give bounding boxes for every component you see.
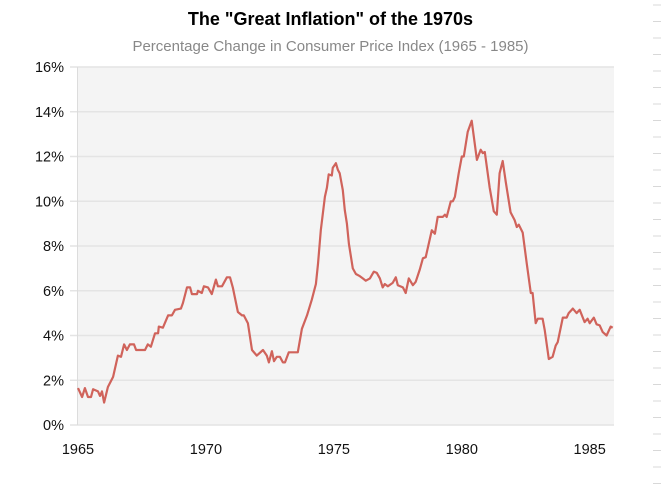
x-tick-label: 1970	[190, 442, 222, 458]
y-tick-label: 14%	[35, 105, 64, 121]
chart-title: The "Great Inflation" of the 1970s	[187, 9, 474, 29]
x-axis-ticks: 1965 1970 1975 1980 1985	[62, 442, 606, 458]
y-tick-label: 2%	[43, 373, 64, 389]
x-tick-label: 1985	[574, 442, 606, 458]
y-tick-label: 16%	[35, 60, 64, 76]
y-tick-label: 10%	[35, 194, 64, 210]
y-tick-label: 12%	[35, 150, 64, 166]
y-axis-ticks: 0% 2% 4% 6% 8% 10% 12% 14% 16%	[35, 60, 64, 434]
y-tick-label: 0%	[43, 418, 64, 434]
x-tick-label: 1980	[446, 442, 478, 458]
y-tick-label: 6%	[43, 284, 64, 300]
x-tick-label: 1965	[62, 442, 94, 458]
gridlines	[70, 66, 614, 426]
cpi-series-line	[77, 119, 614, 404]
x-tick-label: 1975	[318, 442, 350, 458]
y-tick-label: 8%	[43, 239, 64, 255]
chart-subtitle: Percentage Change in Consumer Price Inde…	[132, 38, 529, 55]
y-tick-label: 4%	[43, 329, 64, 345]
right-edge-marks	[653, 4, 661, 484]
